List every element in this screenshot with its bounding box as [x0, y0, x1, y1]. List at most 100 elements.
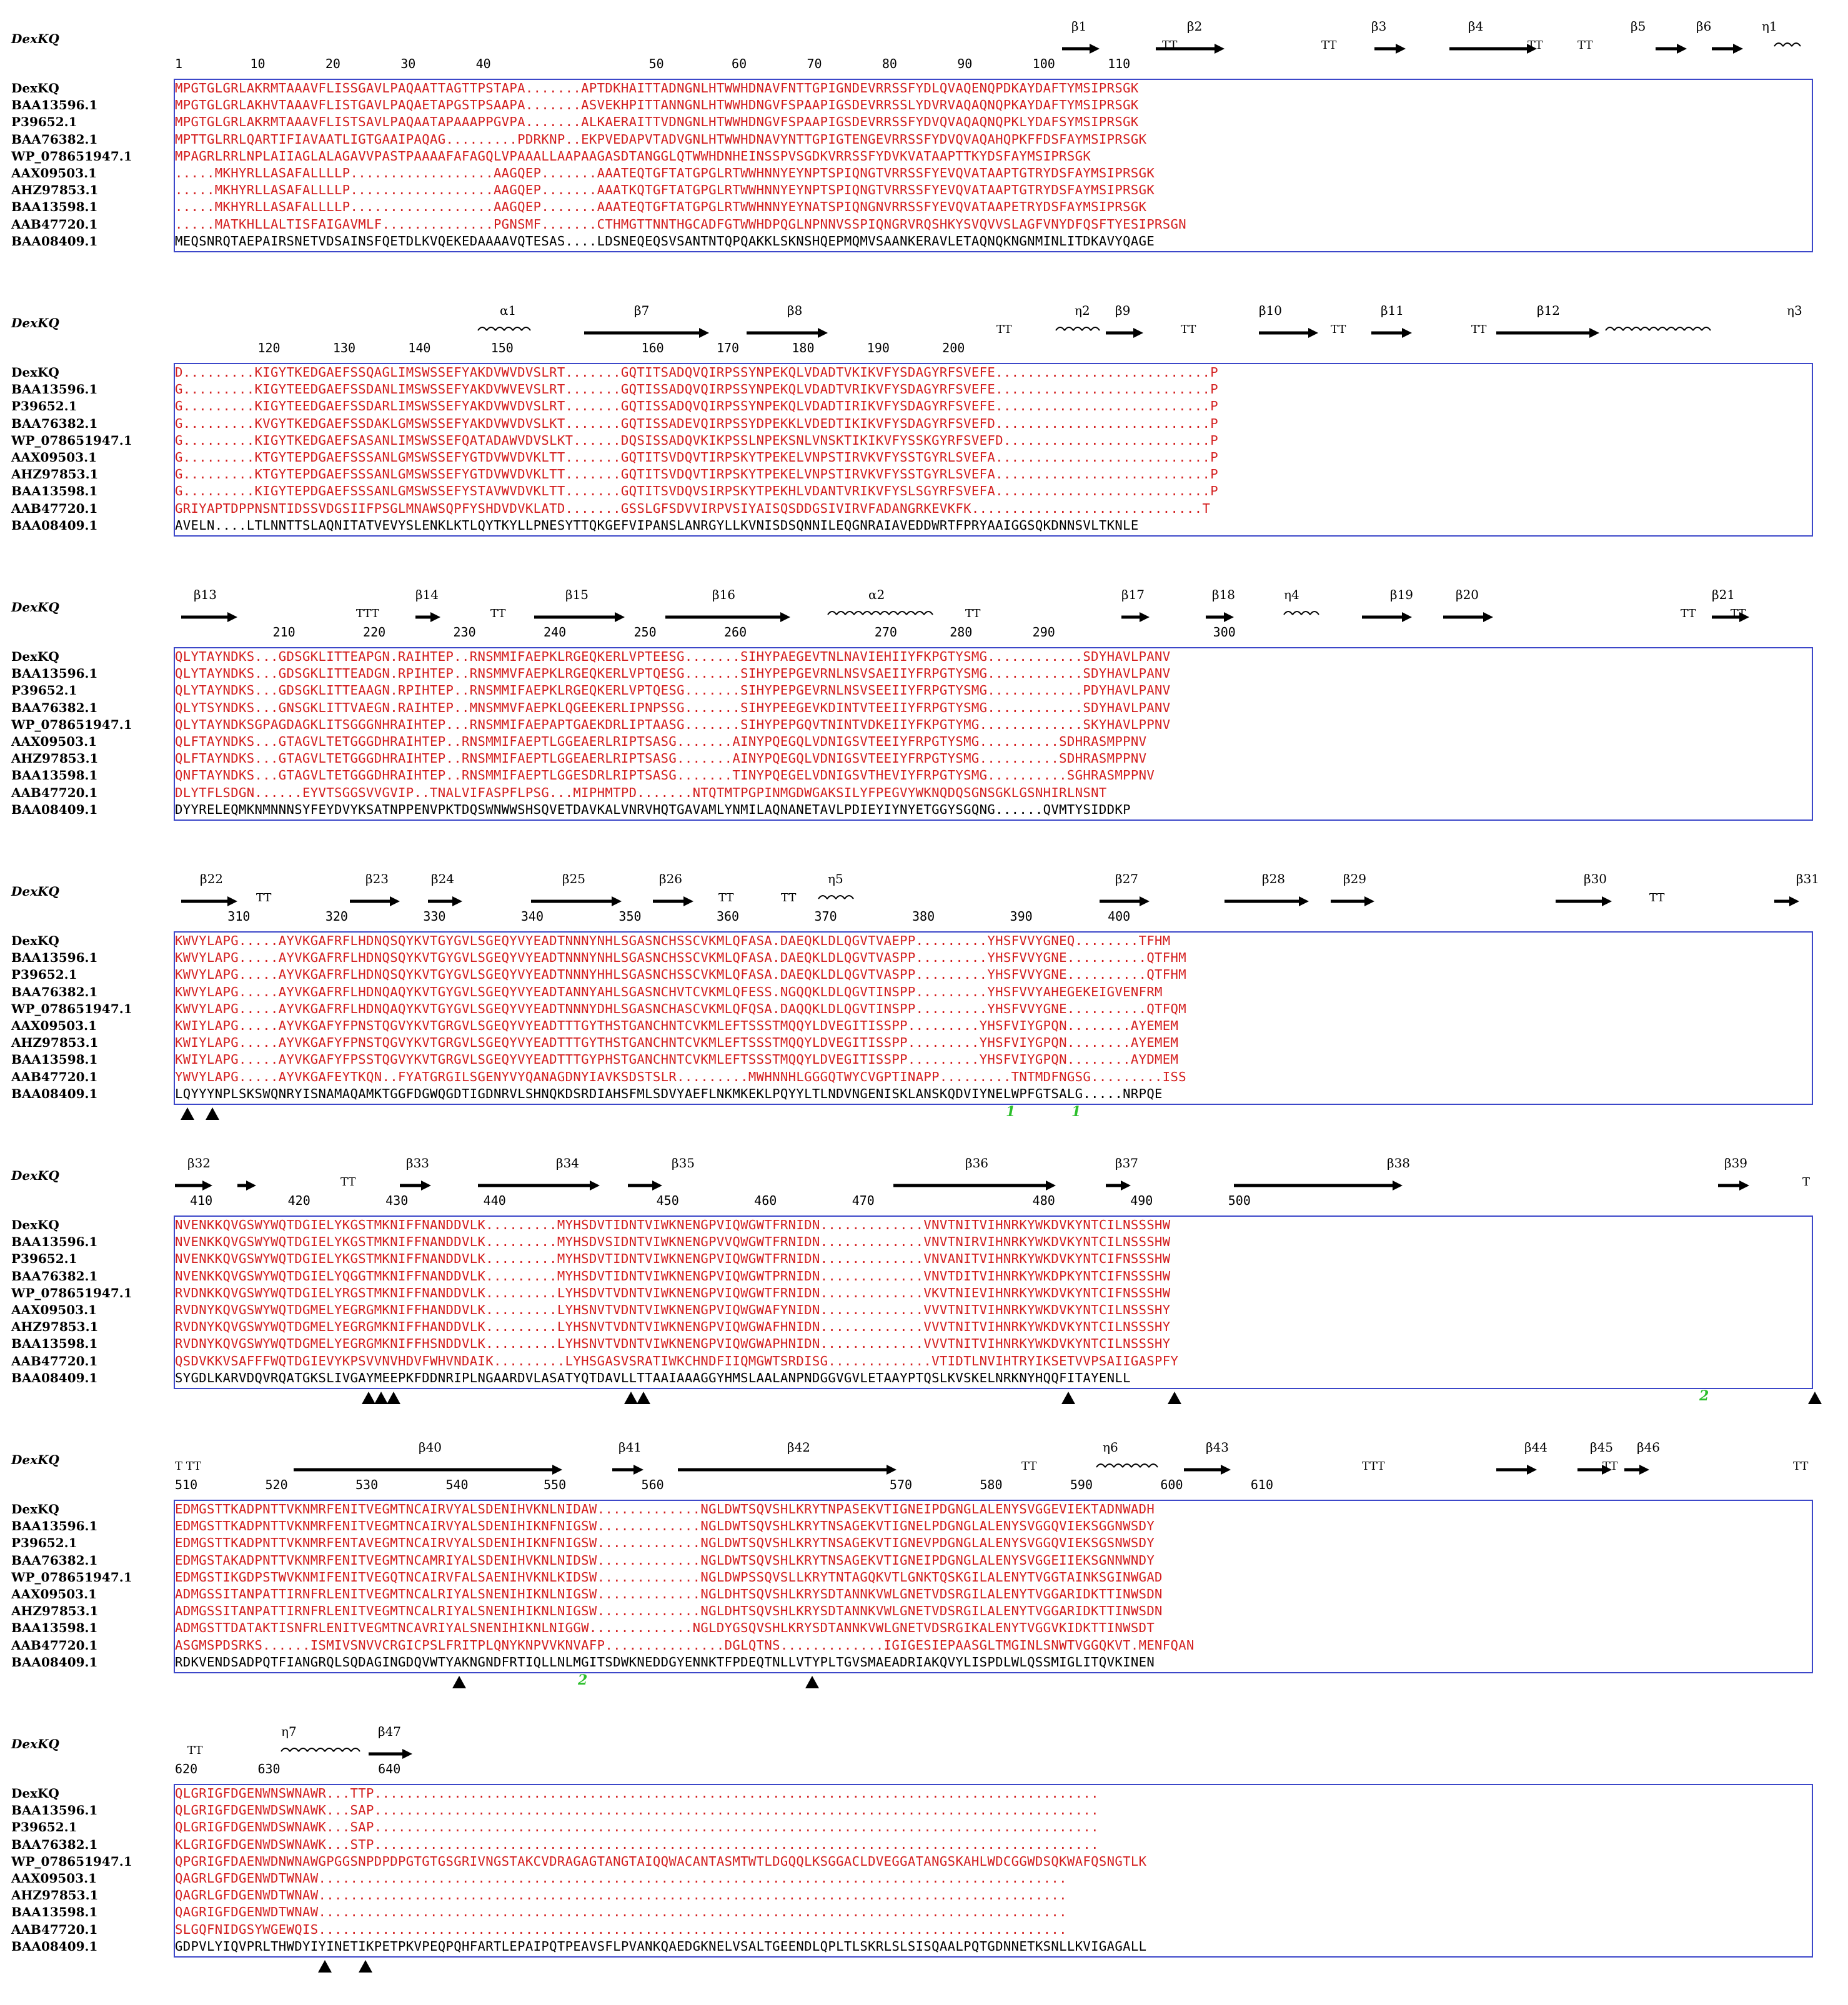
sequence-row: QLGRIGFDGENWDSWNAWK...SAP...............… [175, 1819, 1099, 1835]
strand-arrow-head [1121, 1181, 1131, 1191]
strand-arrow-head [612, 896, 622, 906]
strand-arrow-head [227, 612, 237, 622]
helix-glyph [1283, 611, 1319, 615]
sequence-row: MPTTGLRRLQARTIFIAVAATLIGTGAAIPAQAG......… [175, 131, 1147, 147]
sequence-row: KWIYLAPG.....AYVKGAFYFPSSTQGVYKVTGRGVLSG… [175, 1052, 1179, 1067]
strand-arrow-head [615, 612, 625, 622]
secondary-structure-track [175, 1181, 1749, 1191]
reference-structure-label: DexKQ [11, 600, 59, 615]
sequence-name: AAB47720.1 [11, 216, 98, 232]
helix-glyph [1774, 42, 1801, 47]
strand-arrow-head [1527, 1465, 1537, 1475]
sequence-row: G.........KIGYTEPDGAEFSSSANLGMSWSSEFYSTA… [175, 483, 1219, 499]
sequence-name: BAA13596.1 [11, 666, 98, 681]
sequence-row: QLYTSYNDKS...GNSGKLITTVAEGN.RAIHTEP..MNS… [175, 700, 1171, 715]
ss-label: β45 [1590, 1440, 1614, 1455]
sequence-row: QLYTAYNDKSGPAGDAGKLITSGGGNHRAIHTEP...RNS… [175, 716, 1171, 732]
sequence-row: ADMGSSITANPATTIRNFRLENITVEGMTNCALRIYALSN… [175, 1587, 1163, 1602]
sequence-row: QAGRIGFDGENWDTWNAW......................… [175, 1904, 1067, 1920]
sequence-name: AHZ97853.1 [11, 1035, 99, 1051]
sequence-name: DexKQ [11, 365, 59, 380]
sequence-row: MPGTGLGRLAKHVTAAAVFLISTGAVLPAQAETAPGSTPS… [175, 97, 1139, 113]
sequence-name: AAX09503.1 [11, 734, 97, 750]
turn-label: TT [1331, 323, 1346, 336]
strand-arrow-head [202, 1181, 212, 1191]
strand-arrow-head [402, 1749, 412, 1759]
turn-label: TT [256, 891, 272, 904]
ss-label: β16 [712, 587, 736, 602]
strand-arrow-head [1739, 612, 1749, 622]
sequence-name: BAA13598.1 [11, 768, 98, 783]
sequence-name: P39652.1 [11, 967, 77, 983]
sequence-name: DexKQ [11, 649, 59, 664]
strand-arrow-head [1393, 1181, 1403, 1191]
site-marker-icon [1168, 1392, 1181, 1404]
site-marker-icon [181, 1107, 194, 1120]
sequence-name: BAA08409.1 [11, 517, 98, 533]
sequence-row: GDPVLYIQVPRLTHWDYIYINETIKPETPKVPEQPQHFAR… [175, 1938, 1147, 1954]
strand-arrow-head [1589, 328, 1599, 338]
sequence-name: BAA13596.1 [11, 1803, 98, 1818]
strand-arrow-head [1602, 896, 1612, 906]
turn-label: TT [1649, 891, 1665, 904]
sequence-row: KWVYLAPG.....AYVKGAFRFLHDNQAQYKVTGYGVLSG… [175, 984, 1163, 999]
strand-arrow-head [1364, 896, 1374, 906]
alignment-block-2: α1 β7 β8 η2 β9 β10 β11 β12 η3 TT TT TT TT 120 130 14… [0, 303, 1848, 584]
sequence-name: BAA76382.1 [11, 700, 98, 715]
sequence-name: WP_078651947.1 [11, 1853, 132, 1869]
turn-label: TT [1602, 1460, 1618, 1473]
ss-label: β19 [1390, 587, 1414, 602]
strand-arrow-head [1140, 896, 1150, 906]
sequence-row: QLFTAYNDKS...GTAGVLTETGGGDHRAIHTEP..RNSM… [175, 734, 1147, 750]
position-ruler: 510 520 530 540 550 560 570 580 590 600 … [175, 1477, 1273, 1492]
sequence-row: NVENKKQVGSWYWQTDGIELYKGSTMKNIFFNANDDVLK.… [175, 1251, 1171, 1267]
strand-arrow-head [1677, 44, 1687, 54]
turn-label: TT [1681, 607, 1696, 620]
ss-label: β21 [1712, 587, 1736, 602]
sequence-name: AAB47720.1 [11, 500, 98, 516]
sequence-name: AHZ97853.1 [11, 1603, 99, 1619]
site-marker-icon [362, 1392, 375, 1404]
turn-label: TT [1181, 323, 1196, 336]
strand-arrow-head [699, 328, 709, 338]
sequence-row: ADMGSSITANPATTIRNFRLENITVEGMTNCALRIYALSN… [175, 1603, 1163, 1619]
sequence-name: WP_078651947.1 [11, 432, 132, 448]
position-ruler: 410 420 430 440 450 460 470 480 490 500 [175, 1193, 1251, 1208]
ss-label: β23 [365, 871, 389, 886]
ss-label: β17 [1121, 587, 1145, 602]
alignment-block-3: β13 β14 β15 β16 α2 β17 β18 η4 β19 β20 β21 TTT TT TT TT… [0, 587, 1848, 868]
ss-label: β34 [556, 1156, 580, 1171]
sequence-name: P39652.1 [11, 114, 77, 130]
ss-label: β37 [1115, 1156, 1139, 1171]
strand-arrow-head [552, 1465, 562, 1475]
sequence-name: BAA13596.1 [11, 1234, 98, 1250]
sequence-name: BAA13598.1 [11, 1052, 98, 1067]
position-ruler: 1 10 20 30 40 50 60 70 80 90 100 110 [175, 56, 1131, 71]
turn-label: TT [1793, 1460, 1809, 1473]
sequence-row: YWVYLAPG.....AYVKGAFEYTKQN..FYATGRGILSGE… [175, 1069, 1187, 1084]
site-marker-icon [624, 1392, 638, 1404]
sequence-name: WP_078651947.1 [11, 716, 132, 732]
disulfide-label: 1 [1071, 1104, 1081, 1120]
sequence-row: KWIYLAPG.....AYVKGAFYFPNSTQGVYKVTGRGVLSG… [175, 1035, 1179, 1051]
secondary-structure-track [281, 1748, 412, 1759]
sequence-name: BAA76382.1 [11, 1268, 98, 1284]
sequence-name: P39652.1 [11, 1251, 77, 1267]
sequence-name: BAA08409.1 [11, 233, 98, 249]
sequence-name: AAX09503.1 [11, 450, 97, 465]
ss-label: β3 [1371, 19, 1387, 34]
strand-arrow-head [1402, 612, 1412, 622]
strand-arrow-head [1639, 1465, 1649, 1475]
turn-label: TT [965, 607, 981, 620]
turn-label: TT [1577, 39, 1593, 52]
sequence-row: G.........KTGYTEPDGAEFSSSANLGMSWSSEFYGTD… [175, 450, 1219, 465]
sequence-row: RVDNYKQVGSWYWQTDGMELYEGRGMKNIFFHSNDDVLK.… [175, 1336, 1171, 1352]
strand-arrow-head [887, 1465, 897, 1475]
sequence-name: AAX09503.1 [11, 166, 97, 181]
sequence-name: WP_078651947.1 [11, 148, 132, 164]
reference-structure-label: DexKQ [11, 884, 59, 899]
sequence-name: AHZ97853.1 [11, 751, 99, 766]
reference-structure-label: DexKQ [11, 31, 59, 46]
strand-arrow-head [227, 896, 237, 906]
sequence-rows: KWVYLAPG.....AYVKGAFRFLHDNQSQYKVTGYGVLSG… [175, 933, 1186, 1102]
